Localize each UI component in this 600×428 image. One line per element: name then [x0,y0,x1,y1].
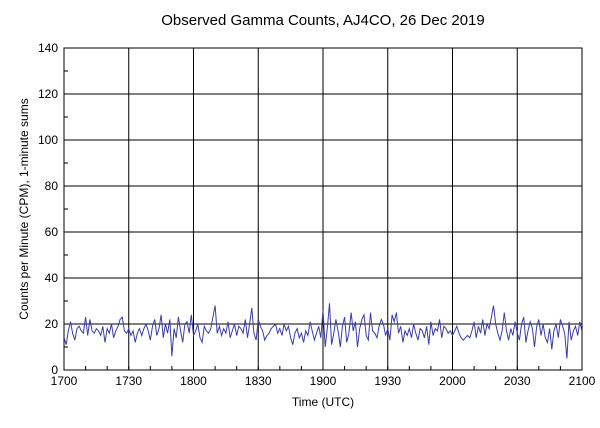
x-axis-label: Time (UTC) [292,395,354,409]
x-tick-label: 1700 [51,374,78,388]
y-tick-label: 100 [38,133,58,147]
x-tick-label: 1900 [310,374,337,388]
x-tick-label: 1800 [180,374,207,388]
y-tick-label: 120 [38,87,58,101]
y-axis-label: Counts per Minute (CPM), 1-minute sums [17,98,31,319]
x-tick-label: 1930 [374,374,401,388]
y-tick-label: 140 [38,41,58,55]
y-tick-label: 20 [45,317,59,331]
y-tick-label: 40 [45,271,59,285]
y-tick-label: 60 [45,225,59,239]
series-line-cpm [63,303,583,359]
x-tick-label: 1830 [245,374,272,388]
chart-title: Observed Gamma Counts, AJ4CO, 26 Dec 201… [161,12,485,29]
x-tick-label: 2000 [439,374,466,388]
x-tick-label: 2030 [504,374,531,388]
y-tick-label: 80 [45,179,59,193]
plot-frame [63,47,583,371]
x-tick-label: 1730 [115,374,142,388]
y-tick-label: 0 [51,363,58,377]
x-tick-label: 2100 [569,374,596,388]
